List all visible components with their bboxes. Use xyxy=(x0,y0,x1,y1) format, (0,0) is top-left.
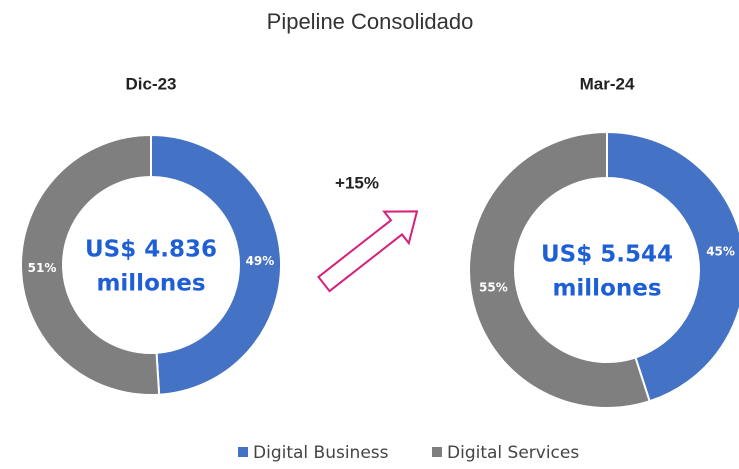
chart-subtitle: Dic-23 xyxy=(125,74,176,93)
donut-slice xyxy=(20,133,161,396)
chart-subtitle: Mar-24 xyxy=(580,74,635,93)
center-label: millones xyxy=(96,271,205,297)
center-label: US$ 4.836 xyxy=(85,237,217,263)
legend-label: Digital Services xyxy=(447,443,579,463)
data-label: 49% xyxy=(246,254,275,268)
donut-slice xyxy=(606,130,739,403)
legend-label: Digital Business xyxy=(253,443,389,463)
legend-swatch xyxy=(238,447,248,457)
donut-slice xyxy=(150,133,282,396)
growth-arrow xyxy=(317,210,419,293)
donut-slice xyxy=(468,130,651,409)
center-label: millones xyxy=(552,276,661,302)
legend-swatch xyxy=(432,447,442,457)
center-label: US$ 5.544 xyxy=(541,242,673,268)
data-label: 51% xyxy=(28,261,57,275)
chart-title: Pipeline Consolidado xyxy=(267,9,474,34)
data-label: 45% xyxy=(706,245,735,259)
annotation: +15% xyxy=(335,173,379,192)
data-label: 55% xyxy=(479,280,508,294)
